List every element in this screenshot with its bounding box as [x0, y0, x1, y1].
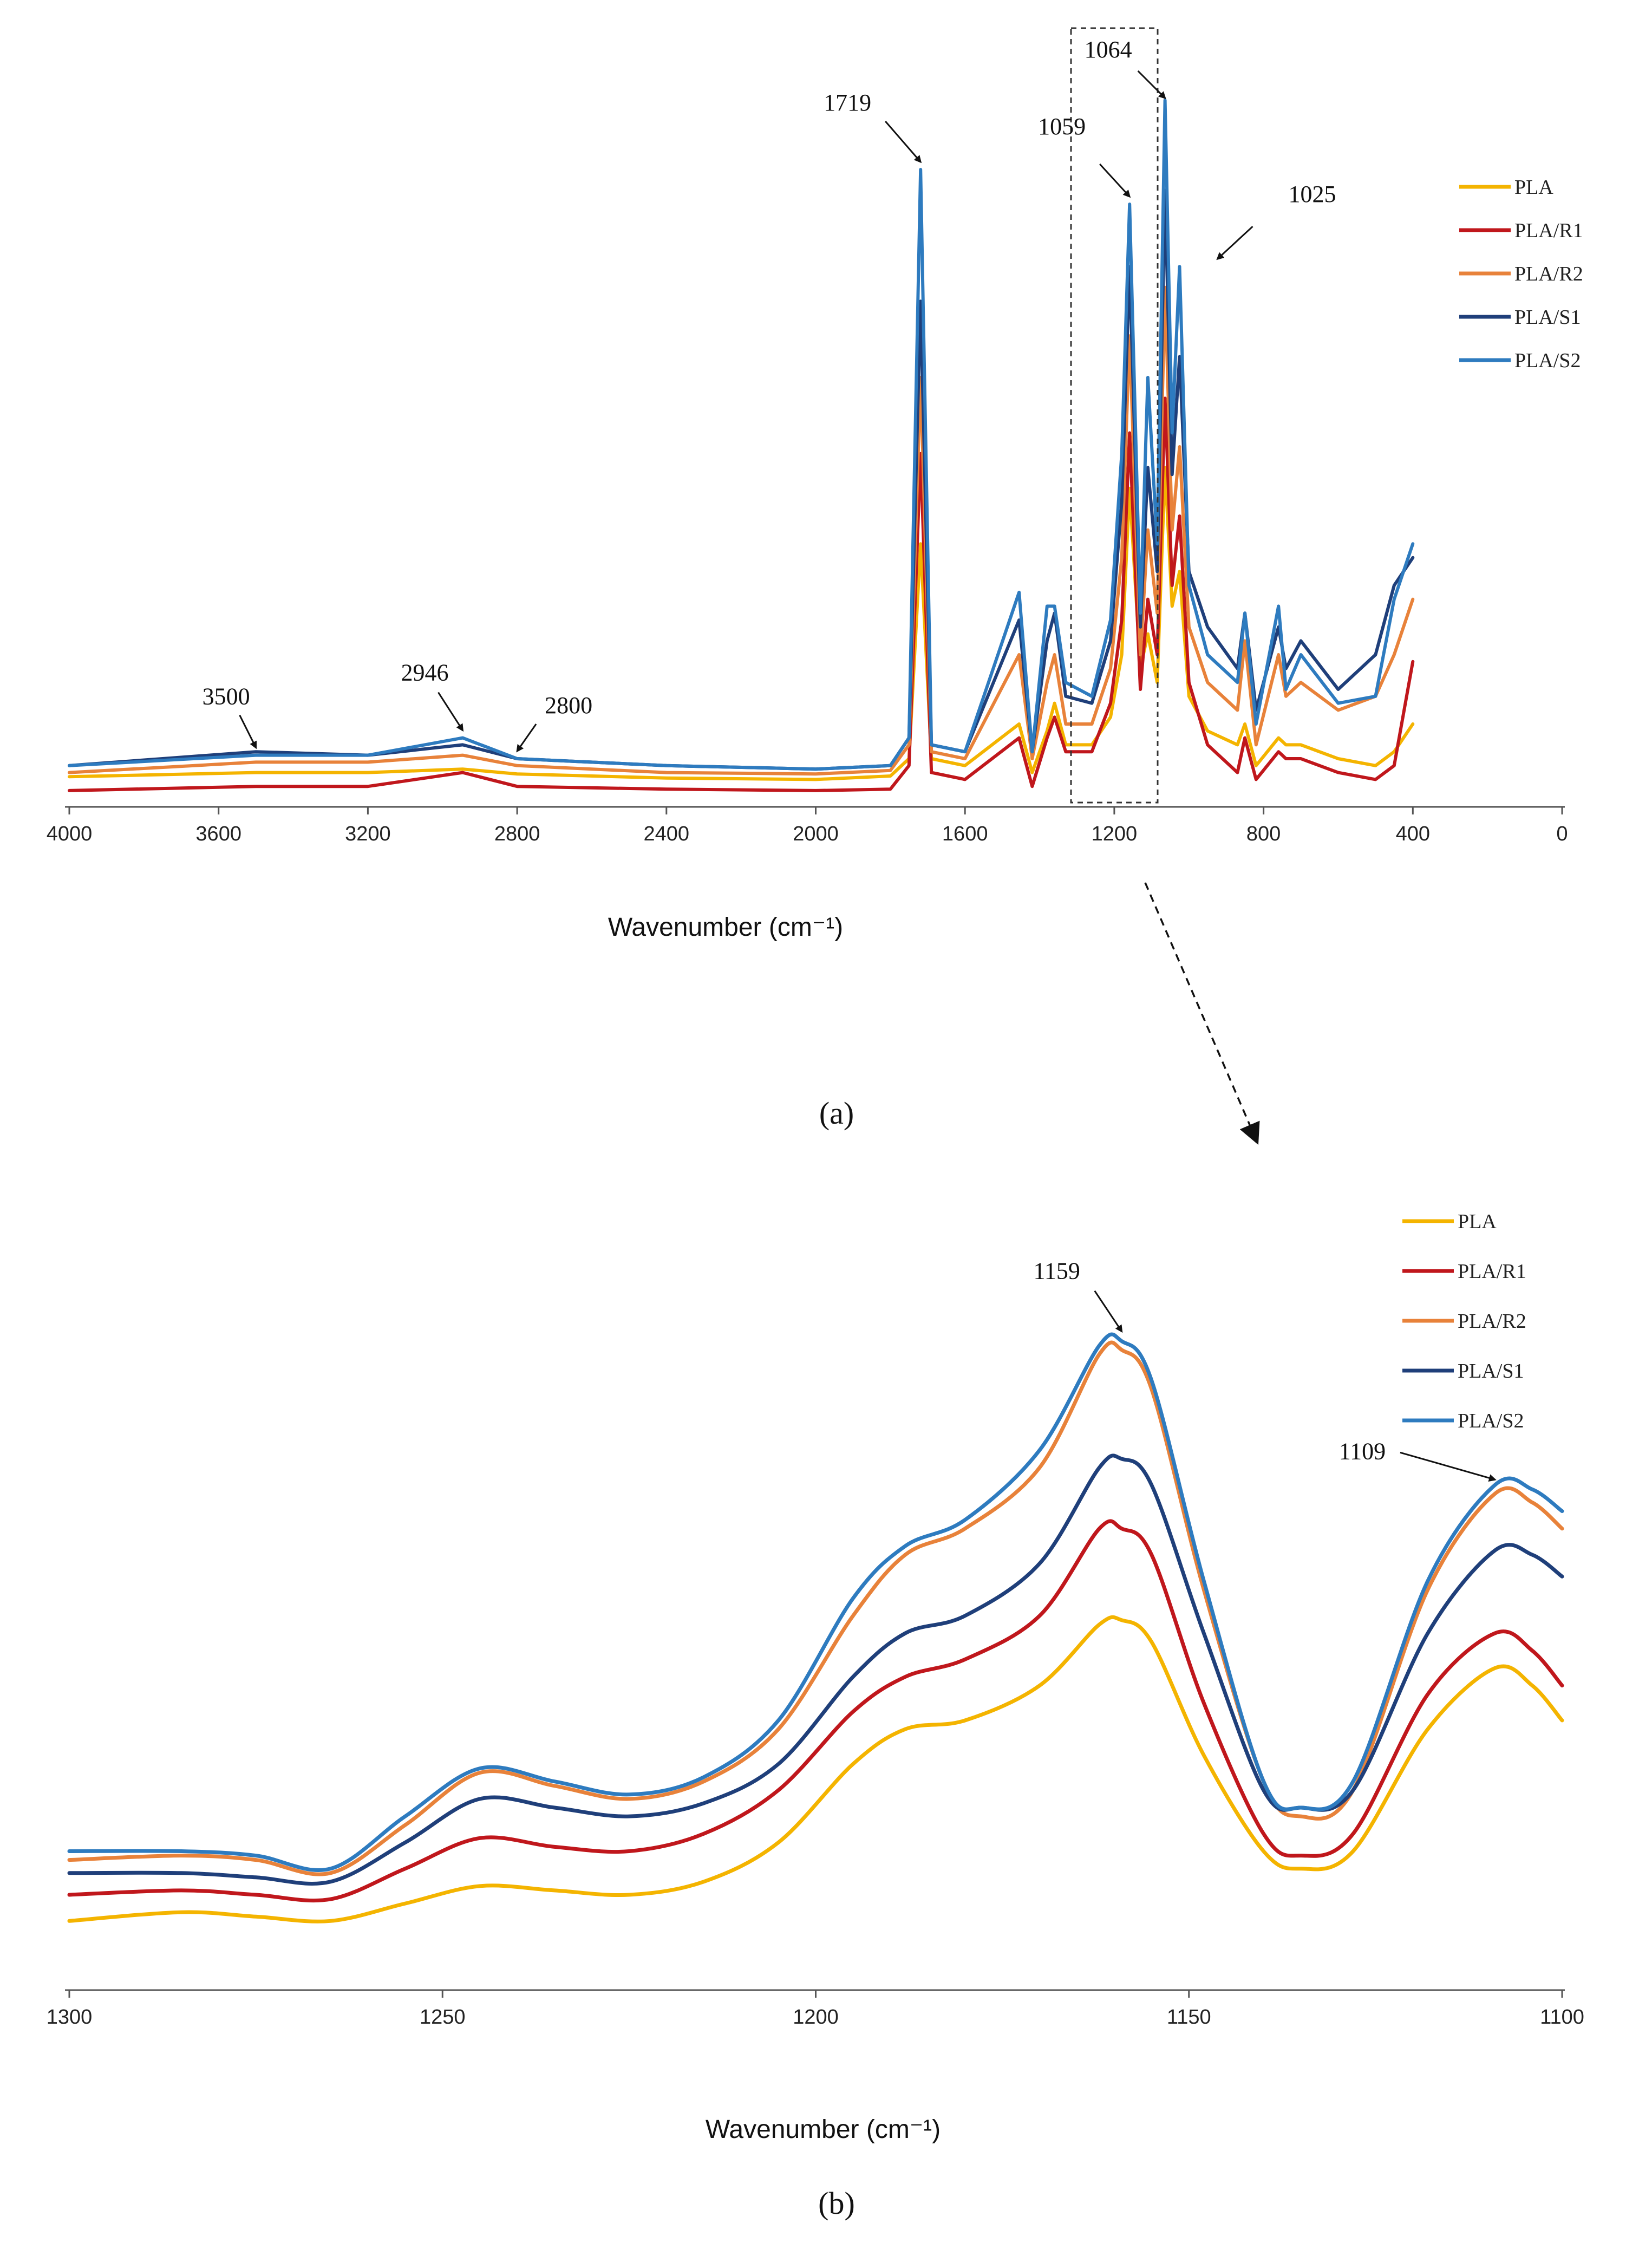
a-tick-label-2000: 2000: [793, 823, 839, 845]
b-legend-label-pla-s1: PLA/S1: [1458, 1360, 1524, 1383]
zoom-region-box: [1070, 27, 1159, 804]
b-legend-label-pla-s2: PLA/S2: [1458, 1410, 1524, 1432]
b-series-pla-s1: [67, 1453, 1564, 1886]
b-annotation-arrow-1109: [1400, 1451, 1497, 1482]
panel-a-legend: PLA PLA/R1 PLA/R2 PLA/S1 PLA/S2: [1459, 176, 1583, 372]
a-annotation-arrow-1025: [1216, 226, 1253, 260]
a-annotation-arrow-2946: [438, 692, 464, 732]
b-series-pla-r2: [67, 1340, 1564, 1876]
a-annotation-1025: 1025: [1289, 181, 1336, 207]
b-legend-label-pla-r2: PLA/R2: [1458, 1310, 1526, 1333]
panel-a-x-ticks: 4000 3600 3200 2800 2400 2000 1600 1200 800 400 0: [47, 807, 1568, 845]
panel-b-legend: PLA PLA/R1 PLA/R2 PLA/S1 PLA/S2: [1402, 1210, 1526, 1432]
a-legend-label-pla: PLA: [1514, 176, 1553, 199]
a-tick-label-1200: 1200: [1092, 823, 1138, 845]
zoom-connector-arrow: [1144, 882, 1260, 1145]
b-legend-label-pla-r1: PLA/R1: [1458, 1260, 1526, 1283]
a-annotation-arrow-1059: [1099, 163, 1131, 198]
a-legend-label-pla-r2: PLA/R2: [1514, 263, 1583, 285]
a-series-pla-s1: [68, 188, 1415, 771]
a-annotation-1059: 1059: [1038, 113, 1086, 140]
panel-b-label: (b): [818, 2186, 855, 2221]
b-annotation-arrow-1159: [1094, 1290, 1123, 1333]
a-tick-label-3200: 3200: [345, 823, 391, 845]
a-tick-label-1600: 1600: [942, 823, 988, 845]
panel-a-chart: 4000 3600 3200 2800 2400 2000 1600 1200 800 400 0 …: [47, 27, 1583, 942]
a-annotation-3500: 3500: [203, 683, 250, 710]
panel-a-label: (a): [819, 1096, 854, 1131]
panel-b-x-ticks: 1300 1250 1200 1150 1100: [47, 1990, 1584, 2029]
panel-a-x-axis-label: Wavenumber (cm⁻¹): [608, 913, 843, 942]
a-tick-label-4000: 4000: [47, 823, 93, 845]
b-series-pla-s2: [67, 1332, 1564, 1872]
panel-b-chart: 1300 1250 1200 1150 1100 Wavenumber (cm⁻¹) 1…: [47, 1210, 1584, 2144]
b-tick-label-1200: 1200: [793, 2006, 839, 2029]
b-tick-label-1150: 1150: [1167, 2006, 1211, 2029]
a-annotation-1719: 1719: [824, 89, 871, 116]
a-tick-label-400: 400: [1396, 823, 1430, 845]
panel-b-annotations: 1159 1109: [1033, 1258, 1497, 1482]
a-annotation-arrow-1719: [885, 121, 922, 164]
a-series-pla-r2: [68, 285, 1415, 776]
b-series-pla: [67, 1615, 1564, 1923]
a-annotation-arrow-3500: [239, 714, 257, 749]
a-annotation-2800: 2800: [545, 692, 592, 719]
a-annotation-1064: 1064: [1085, 36, 1132, 63]
b-tick-label-1300: 1300: [47, 2006, 93, 2029]
a-legend-label-pla-s2: PLA/S2: [1514, 349, 1581, 372]
a-tick-label-800: 800: [1246, 823, 1281, 845]
a-legend-label-pla-s1: PLA/S1: [1514, 306, 1581, 329]
b-series-pla-r1: [67, 1519, 1564, 1903]
a-annotation-2946: 2946: [401, 660, 448, 686]
b-legend-label-pla: PLA: [1458, 1210, 1497, 1233]
panel-a-annotations: 3500 2946 2800 1719 1059 1064 1025: [203, 36, 1336, 753]
a-tick-label-0: 0: [1556, 823, 1568, 845]
a-tick-label-2400: 2400: [644, 823, 690, 845]
a-tick-label-3600: 3600: [195, 823, 241, 845]
a-annotation-arrow-2800: [516, 723, 537, 753]
b-tick-label-1100: 1100: [1540, 2006, 1584, 2029]
a-tick-label-2800: 2800: [494, 823, 540, 845]
panel-a-series: [68, 99, 1415, 792]
b-annotation-1109: 1109: [1339, 1438, 1386, 1464]
b-tick-label-1250: 1250: [420, 2006, 466, 2029]
b-annotation-1159: 1159: [1033, 1258, 1080, 1284]
a-series-pla-s2: [68, 99, 1415, 771]
a-series-pla: [68, 466, 1415, 781]
a-legend-label-pla-r1: PLA/R1: [1514, 219, 1583, 242]
panel-b-series: [67, 1332, 1564, 1923]
a-series-pla-r1: [68, 396, 1415, 792]
a-annotation-arrow-1064: [1137, 70, 1166, 100]
panel-b-x-axis-label: Wavenumber (cm⁻¹): [706, 2115, 941, 2144]
